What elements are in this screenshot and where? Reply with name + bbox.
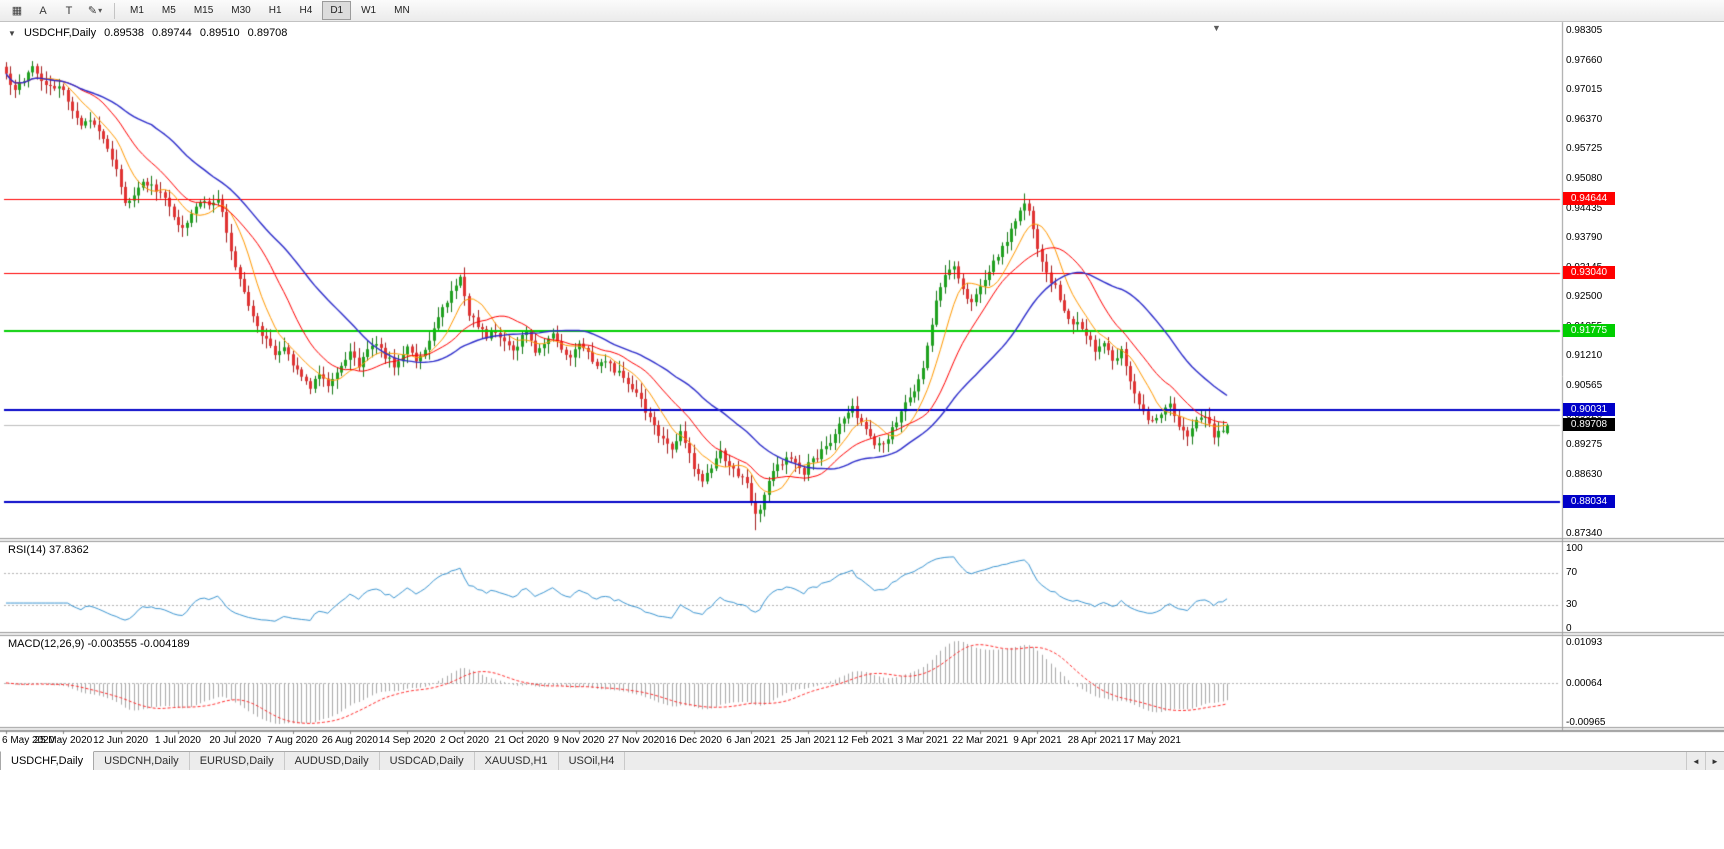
tab-scroll-buttons: ◄ ► (1686, 752, 1724, 770)
chart-title: ▼ USDCHF,Daily 0.89538 0.89744 0.89510 0… (8, 27, 292, 39)
tab-eurusd-daily[interactable]: EURUSD,Daily (189, 752, 285, 770)
timeframe-button-mn[interactable]: MN (394, 5, 410, 16)
rsi-indicator-label: RSI(14) 37.8362 (8, 544, 89, 556)
timeframe-button-w1[interactable]: W1 (361, 5, 377, 16)
text-tool-button[interactable]: T (57, 1, 81, 21)
timeframe-button-m5[interactable]: M5 (161, 5, 176, 16)
chart-shift-icon[interactable]: ▼ (1212, 23, 1221, 33)
macd-indicator-label: MACD(12,26,9) -0.003555 -0.004189 (8, 638, 190, 650)
symbol-tabs: USDCHF,Daily USDCNH,Daily EURUSD,Daily AUDU… (0, 751, 626, 770)
arrow-tool-button[interactable]: A (31, 1, 55, 21)
text-tool-icon: T (65, 4, 73, 17)
ohlc-open: 0.89538 (104, 27, 144, 39)
timeframe-button-m15[interactable]: M15 (193, 5, 214, 16)
symbol-tab-bar: USDCHF,Daily USDCNH,Daily EURUSD,Daily AUDU… (0, 751, 1724, 770)
window-grid-icon: ▦ (11, 5, 23, 17)
timeframe-button-h1[interactable]: H1 (268, 5, 282, 16)
ohlc-close: 0.89708 (247, 27, 288, 39)
timeframe-button-d1[interactable]: D1 (322, 1, 352, 20)
collapse-arrow-icon[interactable]: ▼ (8, 29, 16, 38)
chart-window-button[interactable]: ▦ (5, 1, 29, 21)
tool-icons-group: ▦ A T ✎ ▾ (4, 1, 108, 21)
arrow-tool-icon: A (39, 4, 47, 17)
empty-bottom-area (0, 770, 1724, 849)
timeframe-button-m1[interactable]: M1 (130, 5, 144, 16)
dropdown-caret-icon: ▾ (98, 6, 103, 15)
tab-audusd-daily[interactable]: AUDUSD,Daily (284, 752, 380, 770)
tab-scroll-left-button[interactable]: ◄ (1686, 752, 1705, 770)
tab-usdcnh-daily[interactable]: USDCNH,Daily (94, 752, 190, 770)
tab-scroll-right-button[interactable]: ► (1705, 752, 1724, 770)
tab-xauusd-h1[interactable]: XAUUSD,H1 (474, 752, 559, 770)
tab-usoil-h4[interactable]: USOil,H4 (558, 752, 626, 770)
toolbar: ▦ A T ✎ ▾ M1 M5 M15 M30 H1 H4 D1 W1 MN (0, 0, 1724, 22)
tab-usdcad-daily[interactable]: USDCAD,Daily (379, 752, 475, 770)
pencil-icon: ✎ (87, 5, 98, 17)
chevron-left-icon: ◄ (1692, 756, 1700, 766)
timeframe-button-m30[interactable]: M30 (231, 5, 251, 16)
chevron-right-icon: ► (1711, 756, 1719, 766)
draw-tools-button[interactable]: ✎ ▾ (83, 1, 107, 21)
chart-canvas[interactable] (0, 0, 1724, 751)
ohlc-low: 0.89510 (199, 27, 240, 39)
tab-usdchf-daily[interactable]: USDCHF,Daily (0, 751, 95, 770)
ohlc-high: 0.89744 (152, 27, 192, 39)
timeframe-buttons-group: M1 M5 M15 M30 H1 H4 D1 W1 MN (121, 1, 419, 20)
toolbar-separator (114, 2, 115, 19)
timeframe-button-h4[interactable]: H4 (299, 5, 313, 16)
symbol-period-label: USDCHF,Daily (23, 27, 97, 39)
